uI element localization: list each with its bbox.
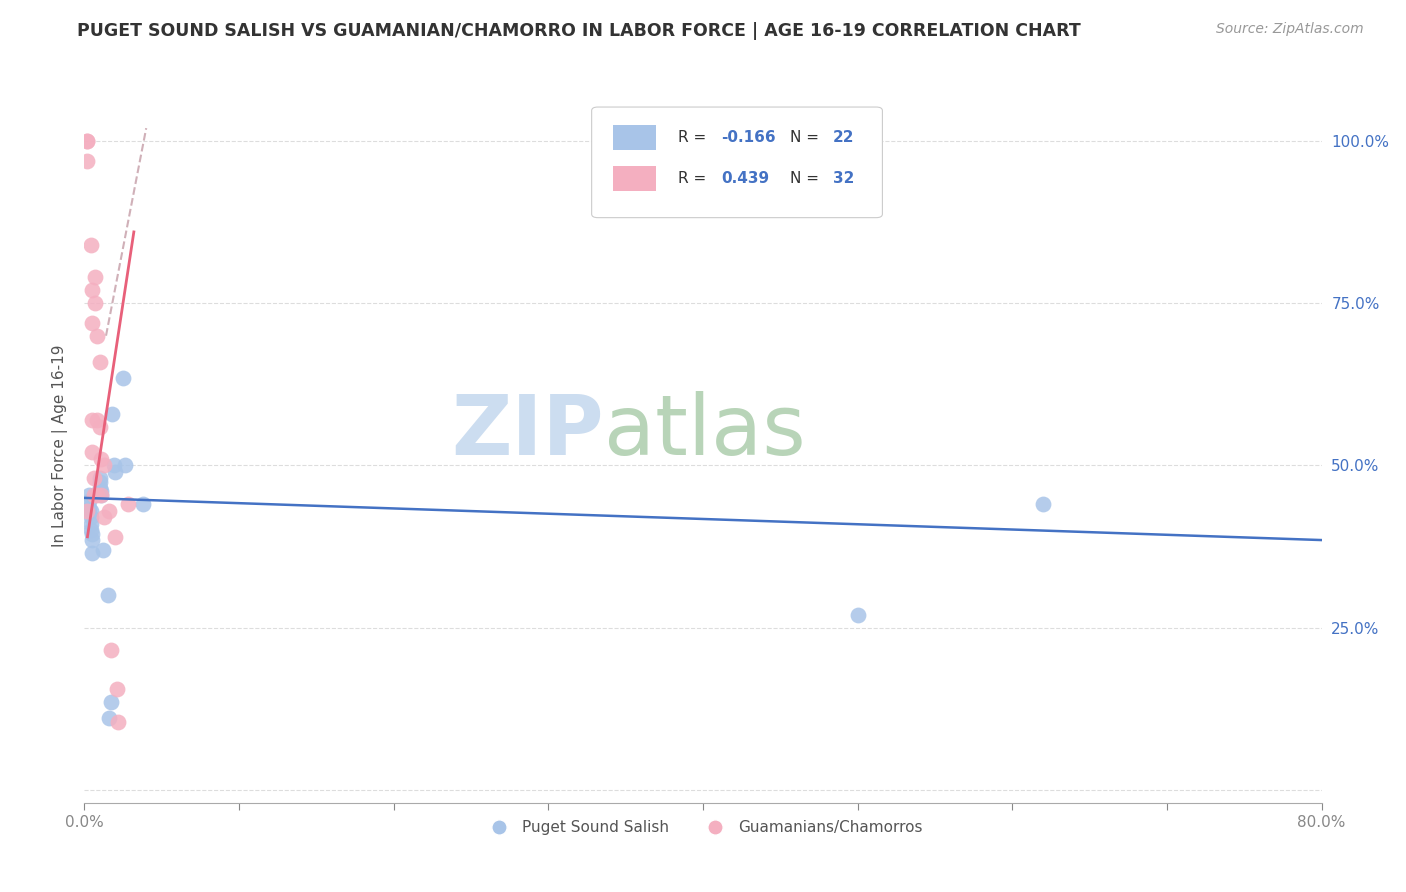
Point: [93, 458, 115, 473]
Text: N =: N =: [790, 130, 818, 145]
FancyBboxPatch shape: [613, 125, 657, 150]
Point: [86, 488, 108, 502]
Point: [84, 296, 107, 310]
Point: [89, 419, 111, 434]
Point: [86, 328, 108, 343]
Point: [84, 270, 107, 285]
Point: [98, 711, 121, 725]
Legend: Puget Sound Salish, Guamanians/Chamorros: Puget Sound Salish, Guamanians/Chamorros: [478, 814, 928, 841]
Point: [83, 488, 105, 502]
Point: [112, 371, 135, 385]
Point: [82, 533, 104, 547]
Point: [100, 695, 122, 709]
Point: [100, 643, 122, 657]
Point: [90, 452, 112, 467]
Point: [76, 134, 98, 148]
Y-axis label: In Labor Force | Age 16-19: In Labor Force | Age 16-19: [52, 344, 67, 548]
Text: PUGET SOUND SALISH VS GUAMANIAN/CHAMORRO IN LABOR FORCE | AGE 16-19 CORRELATION : PUGET SOUND SALISH VS GUAMANIAN/CHAMORRO…: [77, 22, 1081, 40]
Point: [76, 153, 98, 168]
FancyBboxPatch shape: [613, 166, 657, 191]
Point: [90, 488, 112, 502]
Point: [77, 488, 100, 502]
Point: [105, 682, 128, 697]
Point: [89, 471, 111, 485]
Point: [103, 458, 125, 473]
Point: [89, 475, 111, 489]
Point: [76, 134, 98, 148]
Point: [86, 413, 108, 427]
Point: [82, 546, 104, 560]
Point: [93, 510, 115, 524]
Text: atlas: atlas: [605, 392, 806, 472]
Text: -0.166: -0.166: [721, 130, 776, 145]
Text: Source: ZipAtlas.com: Source: ZipAtlas.com: [1216, 22, 1364, 37]
Point: [76, 504, 98, 518]
Point: [846, 607, 869, 622]
Point: [79, 510, 101, 524]
Point: [82, 283, 104, 297]
Text: ZIP: ZIP: [451, 392, 605, 472]
Point: [82, 413, 104, 427]
Text: 22: 22: [832, 130, 855, 145]
Point: [79, 238, 101, 252]
Point: [132, 497, 155, 511]
Point: [90, 484, 112, 499]
Point: [82, 316, 104, 330]
Text: 0.439: 0.439: [721, 171, 769, 186]
FancyBboxPatch shape: [592, 107, 883, 218]
Point: [77, 500, 100, 515]
Point: [107, 714, 129, 729]
Text: N =: N =: [790, 171, 818, 186]
Point: [89, 481, 111, 495]
Point: [91, 542, 114, 557]
Point: [104, 465, 127, 479]
Point: [79, 524, 101, 538]
Text: R =: R =: [678, 171, 706, 186]
Point: [101, 407, 124, 421]
Point: [90, 488, 112, 502]
Point: [117, 497, 139, 511]
Point: [77, 494, 100, 508]
Text: 32: 32: [832, 171, 855, 186]
Point: [79, 516, 101, 531]
Point: [79, 504, 101, 518]
Point: [1032, 497, 1054, 511]
Point: [114, 458, 136, 473]
Point: [82, 526, 104, 541]
Point: [98, 504, 121, 518]
Point: [83, 471, 105, 485]
Point: [89, 354, 111, 368]
Point: [96, 588, 118, 602]
Point: [104, 530, 127, 544]
Text: R =: R =: [678, 130, 706, 145]
Point: [82, 445, 104, 459]
